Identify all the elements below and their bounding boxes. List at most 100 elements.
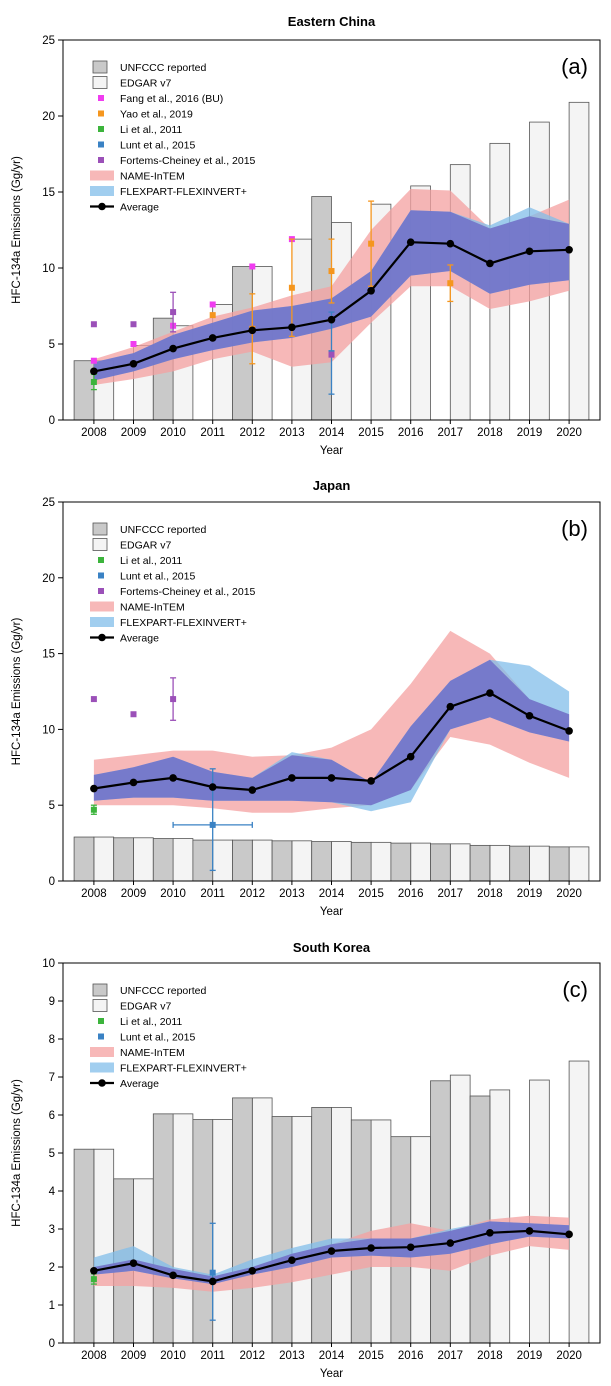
xtick-label-2014: 2014 [319,888,345,900]
bar-unfccc-2013 [271,1116,293,1344]
average-point-2018 [486,689,494,697]
average-point-2017 [446,239,455,248]
legend-swatch-fang [98,95,104,101]
bar-unfccc-2016 [390,842,412,882]
legend-label-fortems: Fortems-Cheiney et al., 2015 [120,155,256,167]
average-point-2011 [208,334,217,342]
legend: UNFCCC reported EDGAR v7 Fang et al., 2016… [90,60,256,214]
xtick-label-2020: 2020 [556,888,582,900]
bar-edgar-2018 [489,1089,511,1344]
legend-swatch-edgar [92,999,108,1012]
xtick-label-2009: 2009 [121,888,147,900]
average-point-2013 [288,774,296,782]
xtick-label-2015: 2015 [358,1350,384,1362]
ytick-label-9: 9 [49,996,55,1008]
xtick-label-2009: 2009 [121,1350,147,1362]
ytick-label-0: 0 [49,876,55,888]
legend-swatch-li [98,557,104,563]
average-point-2012 [248,1267,257,1275]
xtick-label-2018: 2018 [477,888,503,900]
xtick-label-2018: 2018 [477,427,503,439]
bar-unfccc-2008 [73,836,95,882]
y-axis-label: HFC-134a Emissions (Gg/yr) [11,156,23,304]
bar-edgar-2016 [410,842,431,882]
legend-label-lunt: Lunt et al., 2015 [120,571,195,583]
legend-label-fang: Fang et al., 2016 (BU) [120,93,223,105]
xtick-label-2010: 2010 [160,888,186,900]
legend-swatch-lunt [98,141,104,148]
xtick-label-2011: 2011 [200,1350,225,1362]
average-point-2014 [327,1247,336,1255]
xtick-label-2015: 2015 [358,427,384,439]
legend-label-name_band: NAME-InTEM [120,602,185,614]
bar-edgar-2020 [568,846,590,882]
bar-edgar-2015 [370,841,392,882]
ytick-label-20: 20 [42,111,55,123]
legend-label-yao: Yao et al., 2019 [120,109,193,121]
bar-unfccc-2013 [271,840,293,882]
bar-edgar-2017 [449,843,471,882]
xtick-label-2019: 2019 [517,427,543,439]
bar-edgar-2014 [331,841,352,882]
band-name-intem [93,630,570,813]
ytick-label-5: 5 [49,339,55,351]
point-fortems-2008 [90,696,97,703]
ytick-label-15: 15 [42,649,55,661]
legend-label-flexpart_band: FLEXPART-FLEXINVERT+ [120,186,247,198]
xtick-label-2012: 2012 [239,888,265,900]
legend-label-edgar: EDGAR v7 [120,1001,172,1013]
average-point-2008 [90,1267,98,1275]
ytick-label-15: 15 [42,187,55,199]
average-point-2012 [248,326,257,335]
bar-unfccc-2011 [192,1119,214,1344]
legend-label-unfccc: UNFCCC reported [120,62,207,74]
chart-panel-a: 0 5 10 15 20 25 2008 2009 2010 2011 2012 2013 2014 20… [11,14,601,457]
ytick-label-6: 6 [49,1110,55,1122]
legend-label-average: Average [120,633,159,645]
average-point-2016 [406,238,415,246]
bar-edgar-2014 [331,1107,352,1344]
ytick-label-1: 1 [49,1300,55,1312]
xtick-label-2019: 2019 [517,1350,543,1362]
point-lunt-2011 [209,1269,216,1276]
bar-unfccc-2020 [548,846,570,882]
average-point-2016 [406,752,415,761]
bar-unfccc-2017 [430,843,451,882]
xtick-label-2016: 2016 [398,427,424,439]
x-axis-label: Year [320,1368,343,1380]
point-yao-2014 [328,268,335,275]
legend-label-average: Average [120,202,159,214]
ytick-label-10: 10 [42,724,55,736]
ytick-label-5: 5 [49,1148,55,1160]
xtick-label-2017: 2017 [438,1350,464,1362]
average-point-2010 [169,1271,177,1280]
xtick-label-2013: 2013 [279,888,305,900]
bar-edgar-2010 [172,1113,194,1344]
xtick-label-2018: 2018 [477,1350,503,1362]
average-point-2010 [169,774,177,782]
bar-edgar-2010 [172,838,194,882]
average-point-2017 [446,702,455,711]
bar-unfccc-2018 [469,1095,491,1344]
xtick-label-2012: 2012 [239,1350,265,1362]
legend-swatch-name_band [90,601,114,612]
bar-unfccc-2014 [311,841,332,882]
point-yao-2011 [209,312,216,319]
x-axis-label: Year [320,906,343,918]
legend-swatch-unfccc [92,522,108,536]
xtick-label-2020: 2020 [556,1350,582,1362]
legend-swatch-edgar [92,76,108,89]
average-point-2020 [565,727,573,735]
point-fortems-2009 [130,711,137,718]
point-li-2008 [90,1276,97,1283]
bar-edgar-2020 [568,1060,590,1344]
xtick-label-2014: 2014 [319,1350,345,1362]
average-point-2013 [288,323,296,332]
average-point-2015 [367,777,375,785]
bar-unfccc-2012 [232,839,253,882]
ytick-label-10: 10 [42,263,55,275]
legend: UNFCCC reported EDGAR v7 Li et al., 2011 Lu… [90,522,256,645]
xtick-label-2017: 2017 [438,427,464,439]
bar-edgar-2020 [568,101,590,421]
ytick-label-7: 7 [49,1072,55,1084]
